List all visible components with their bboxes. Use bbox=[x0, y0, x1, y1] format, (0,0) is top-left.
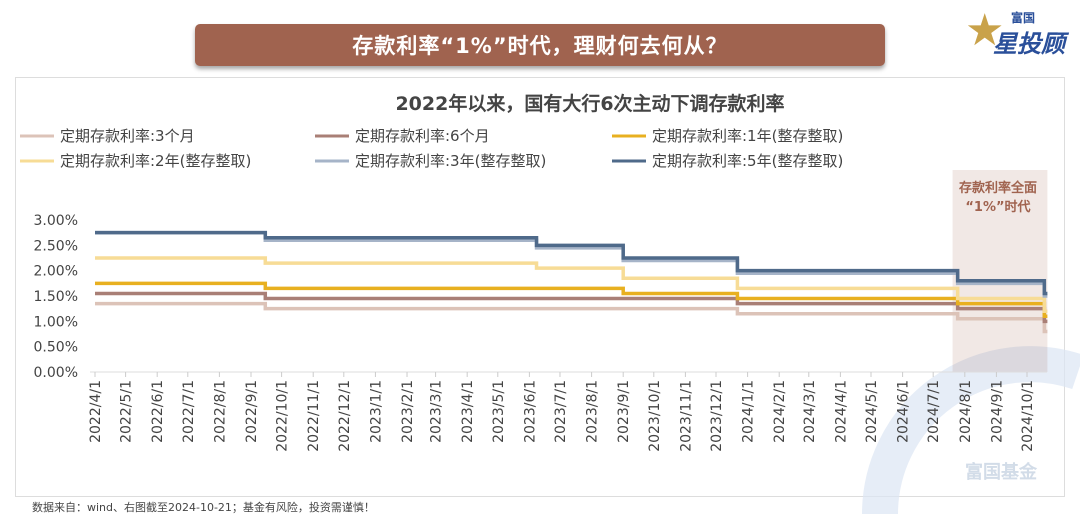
logo-small: 富国 bbox=[1011, 11, 1036, 25]
x-tick-label: 2022/12/1 bbox=[337, 380, 353, 452]
x-tick-label: 2023/7/1 bbox=[553, 380, 569, 443]
x-tick-label: 2024/10/1 bbox=[1020, 380, 1036, 452]
series-line-5 bbox=[95, 230, 1048, 296]
series-line-0 bbox=[95, 301, 1048, 334]
y-tick-label: 3.00% bbox=[34, 213, 78, 229]
watermark-text: 富国基金 bbox=[965, 461, 1038, 483]
legend-label: 定期存款利率:3个月 bbox=[60, 127, 195, 145]
x-tick-label: 2023/9/1 bbox=[616, 380, 632, 443]
chart-title: 2022年以来，国有大行6次主动下调存款利率 bbox=[395, 92, 784, 115]
x-tick-label: 2023/5/1 bbox=[491, 380, 507, 443]
y-tick-label: 2.50% bbox=[34, 238, 78, 254]
x-tick-label: 2024/9/1 bbox=[989, 380, 1005, 443]
x-tick-label: 2024/8/1 bbox=[958, 380, 974, 443]
x-tick-label: 2023/11/1 bbox=[678, 380, 694, 452]
chart-frame bbox=[15, 77, 1065, 497]
watermark-arc bbox=[862, 346, 1080, 515]
y-tick-label: 2.00% bbox=[34, 264, 78, 280]
legend-label: 定期存款利率:5年(整存整取) bbox=[652, 152, 843, 170]
legend-label: 定期存款利率:1年(整存整取) bbox=[652, 127, 843, 145]
x-tick-label: 2022/6/1 bbox=[150, 380, 166, 443]
x-tick-label: 2023/8/1 bbox=[585, 380, 601, 443]
annotation-line2: “1%”时代 bbox=[965, 199, 1030, 215]
y-tick-label: 0.00% bbox=[34, 365, 78, 381]
series-line-3 bbox=[95, 256, 1048, 313]
x-tick-label: 2024/2/1 bbox=[772, 380, 788, 443]
x-tick-label: 2023/10/1 bbox=[647, 380, 663, 452]
y-tick-label: 1.50% bbox=[34, 289, 78, 305]
x-tick-label: 2024/5/1 bbox=[864, 380, 880, 443]
x-tick-label: 2024/1/1 bbox=[741, 380, 757, 443]
y-tick-label: 1.00% bbox=[34, 314, 78, 330]
legend-label: 定期存款利率:6个月 bbox=[355, 127, 490, 145]
x-tick-label: 2023/12/1 bbox=[709, 380, 725, 452]
x-tick-label: 2023/2/1 bbox=[400, 380, 416, 443]
x-tick-label: 2023/6/1 bbox=[522, 380, 538, 443]
x-tick-label: 2024/4/1 bbox=[833, 380, 849, 443]
banner-title: 存款利率“1%”时代，理财何去何从？ bbox=[195, 24, 885, 66]
y-tick-label: 0.50% bbox=[34, 340, 78, 356]
star-icon: ★ bbox=[965, 5, 1005, 56]
x-tick-label: 2024/7/1 bbox=[926, 380, 942, 443]
x-tick-label: 2022/7/1 bbox=[181, 380, 197, 443]
highlight-region bbox=[952, 170, 1048, 372]
x-tick-label: 2022/9/1 bbox=[244, 380, 260, 443]
x-tick-label: 2023/3/1 bbox=[429, 380, 445, 443]
series-line-4 bbox=[95, 230, 1048, 298]
x-tick-label: 2022/10/1 bbox=[275, 380, 291, 452]
watermark: 富国基金 bbox=[862, 346, 1080, 515]
annotation-line1: 存款利率全面 bbox=[959, 180, 1037, 196]
logo: ★ 富国 星投顾 bbox=[965, 5, 1075, 59]
logo-big: 星投顾 bbox=[993, 30, 1065, 58]
x-tick-label: 2023/4/1 bbox=[460, 380, 476, 443]
footer-note: 数据来自：wind、右图截至2024-10-21；基金有风险，投资需谨慎！ bbox=[32, 501, 375, 514]
x-tick-label: 2022/5/1 bbox=[119, 380, 135, 443]
x-tick-label: 2022/8/1 bbox=[212, 380, 228, 443]
legend-label: 定期存款利率:3年(整存整取) bbox=[355, 152, 546, 170]
x-tick-label: 2022/11/1 bbox=[306, 380, 322, 452]
x-tick-label: 2024/6/1 bbox=[896, 380, 912, 443]
x-tick-label: 2024/3/1 bbox=[802, 380, 818, 443]
legend-label: 定期存款利率:2年(整存整取) bbox=[60, 152, 251, 170]
x-tick-label: 2022/4/1 bbox=[88, 380, 104, 443]
x-tick-label: 2023/1/1 bbox=[368, 380, 384, 443]
